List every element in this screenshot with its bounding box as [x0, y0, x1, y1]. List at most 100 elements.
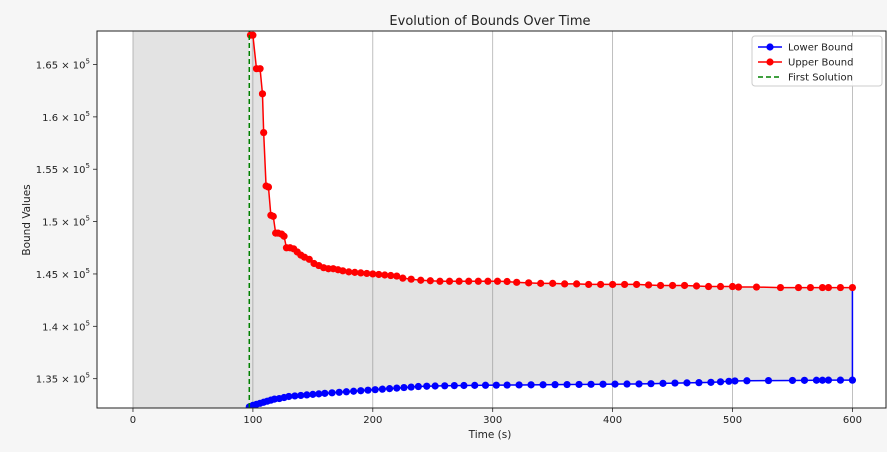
- lower-bound-point: [450, 381, 458, 390]
- legend-marker-lower-bound: [766, 43, 774, 51]
- upper-bound-point: [399, 274, 407, 282]
- x-tick-label: 100: [243, 415, 262, 426]
- shaded-regions: [132, 31, 853, 408]
- upper-bound-point: [525, 279, 533, 287]
- upper-bound-point: [680, 281, 689, 290]
- upper-bound-point: [818, 283, 827, 292]
- chart-title: Evolution of Bounds Over Time: [389, 14, 590, 29]
- lower-bound-point: [725, 377, 733, 385]
- lower-bound-point: [423, 382, 431, 390]
- upper-bound-point: [704, 282, 713, 291]
- series-layer: [245, 31, 857, 408]
- upper-bound-point: [561, 280, 569, 288]
- y-axis-label: Bound Values: [21, 184, 33, 255]
- lower-bound-point: [716, 378, 725, 386]
- plot-frame: [96, 30, 887, 409]
- lower-bound-point: [539, 381, 547, 389]
- y-tick-label: 1.45 × 105: [36, 267, 90, 281]
- lower-bound-point: [503, 381, 511, 389]
- lower-bound-point: [342, 388, 351, 396]
- lower-bound-point: [285, 392, 293, 401]
- upper-bound-point: [269, 212, 277, 220]
- upper-bound-point: [264, 183, 273, 191]
- upper-bound-point: [345, 268, 353, 276]
- upper-bound-point: [484, 277, 492, 285]
- upper-bound-point: [806, 283, 815, 292]
- lower-bound-point: [321, 389, 329, 397]
- lower-bound-point: [836, 376, 845, 384]
- lower-bound-point: [695, 379, 703, 387]
- lower-bound-point: [587, 380, 595, 388]
- lower-bound-point: [400, 383, 408, 392]
- lower-bound-point: [303, 391, 311, 399]
- upper-bound-point: [824, 283, 833, 292]
- upper-bound-point: [369, 270, 377, 278]
- x-tick-label: 400: [603, 415, 622, 426]
- upper-bound-point: [537, 279, 545, 287]
- upper-bound-point: [656, 281, 665, 290]
- upper-bound-point: [465, 277, 473, 285]
- legend: Lower Bound Upper Bound First Solution: [751, 35, 883, 87]
- legend-label-first-solution: First Solution: [788, 73, 853, 84]
- lower-bound-point: [481, 381, 490, 389]
- upper-bound-point: [280, 232, 288, 240]
- legend-box: [751, 35, 883, 87]
- upper-bound-point: [387, 271, 395, 280]
- lower-bound-point: [818, 376, 827, 384]
- x-axis-ticks: 0 100 200 300 400 500 600: [130, 408, 862, 426]
- upper-bound-point: [794, 283, 803, 292]
- x-tick-label: 500: [723, 415, 742, 426]
- lower-bound-point: [431, 382, 439, 390]
- upper-bound-point: [609, 280, 617, 289]
- plot-area: [97, 31, 886, 408]
- upper-bound-point: [260, 128, 268, 137]
- upper-bound-point: [716, 282, 725, 291]
- upper-bound-point: [668, 281, 677, 290]
- upper-bound-point: [455, 277, 463, 285]
- legend-marker-upper-bound: [766, 58, 774, 66]
- upper-bound-point: [305, 255, 313, 263]
- x-tick-label: 600: [843, 415, 862, 426]
- x-tick-label: 300: [483, 415, 502, 426]
- x-tick-label: 0: [130, 415, 136, 426]
- lower-bound-point: [515, 381, 523, 389]
- lower-bound-point: [460, 381, 468, 390]
- upper-bound-point: [407, 275, 415, 283]
- lower-bound-point: [743, 377, 751, 385]
- upper-bound-point: [474, 277, 482, 285]
- lower-bound-point: [315, 390, 323, 398]
- upper-bound-point: [597, 280, 605, 289]
- y-tick-label: 1.5 × 105: [42, 215, 90, 229]
- lower-bound-point: [309, 390, 317, 398]
- upper-bound-point: [644, 281, 653, 289]
- y-tick-label: 1.65 × 105: [36, 58, 90, 72]
- y-axis-ticks: 1.35 × 105 1.4 × 105 1.45 × 105 1.5 × 105 1.…: [36, 58, 97, 386]
- lower-bound-point: [731, 377, 739, 385]
- lower-bound-point: [441, 382, 449, 390]
- upper-bound-point: [393, 272, 401, 280]
- upper-bound-point: [339, 267, 347, 275]
- lower-bound-point: [471, 381, 479, 389]
- x-tick-label: 200: [363, 415, 382, 426]
- lower-bound-point: [824, 376, 833, 384]
- upper-bound-point: [445, 277, 454, 285]
- lower-bound-point: [683, 379, 691, 387]
- lower-bound-point: [800, 376, 809, 384]
- legend-label-lower-bound: Lower Bound: [788, 43, 853, 54]
- shade-before-solution: [132, 31, 250, 408]
- legend-label-upper-bound: Upper Bound: [788, 58, 853, 69]
- y-tick-label: 1.35 × 105: [36, 372, 90, 386]
- upper-bound-point: [351, 268, 359, 276]
- upper-bound-point: [549, 279, 557, 287]
- lower-bound-point: [707, 378, 715, 386]
- lower-bound-point: [328, 389, 336, 397]
- upper-bound-point: [848, 283, 857, 292]
- upper-bound-point: [620, 280, 629, 289]
- upper-bound-point: [375, 270, 383, 279]
- upper-bound-point: [752, 283, 761, 291]
- upper-bound-point: [258, 90, 267, 98]
- lower-bound-point: [350, 387, 358, 395]
- lower-bound-point: [385, 385, 394, 393]
